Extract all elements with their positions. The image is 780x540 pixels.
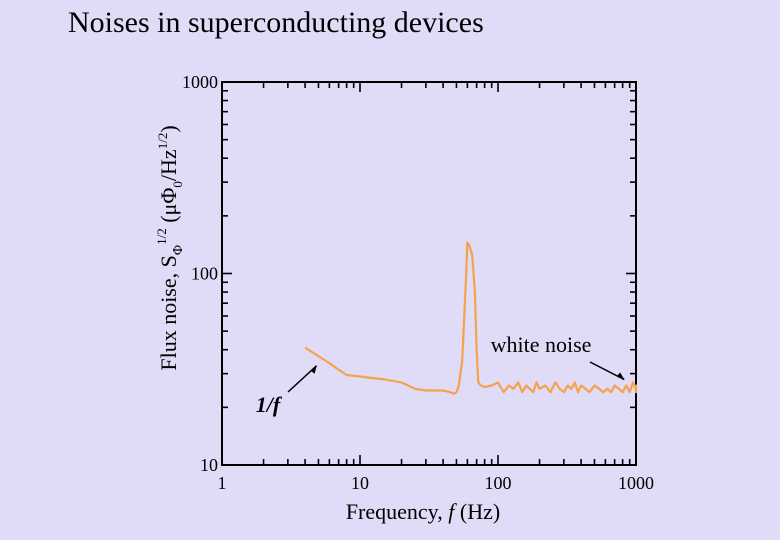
y-axis-title: Flux noise, SΦ1/2 (μΦ0/Hz1/2) <box>154 125 186 370</box>
annotations: white noise 1/f <box>256 332 625 417</box>
x-tick-label: 1 <box>218 473 227 493</box>
annotation-white-noise: white noise <box>491 332 592 357</box>
annotation-arrow-white-noise <box>589 361 625 381</box>
x-axis-title: Frequency, f (Hz) <box>346 499 500 524</box>
x-tick-label: 100 <box>485 473 512 493</box>
slide-title: Noises in superconducting devices <box>68 6 484 39</box>
arrowhead-one-over-f <box>310 365 317 374</box>
plot-border <box>221 81 637 466</box>
series-layer <box>304 241 638 395</box>
arrowhead-white-noise <box>617 372 625 380</box>
y-tick-label: 10 <box>200 455 218 475</box>
x-tick-label: 1000 <box>618 473 654 493</box>
series-line <box>304 241 638 395</box>
y-tick-label: 100 <box>191 264 218 284</box>
x-tick-label: 10 <box>351 473 369 493</box>
axis-ticks <box>222 82 636 465</box>
annotation-one-over-f: 1/f <box>256 392 283 417</box>
y-tick-label: 1000 <box>182 72 218 92</box>
plot-frame <box>221 81 637 466</box>
